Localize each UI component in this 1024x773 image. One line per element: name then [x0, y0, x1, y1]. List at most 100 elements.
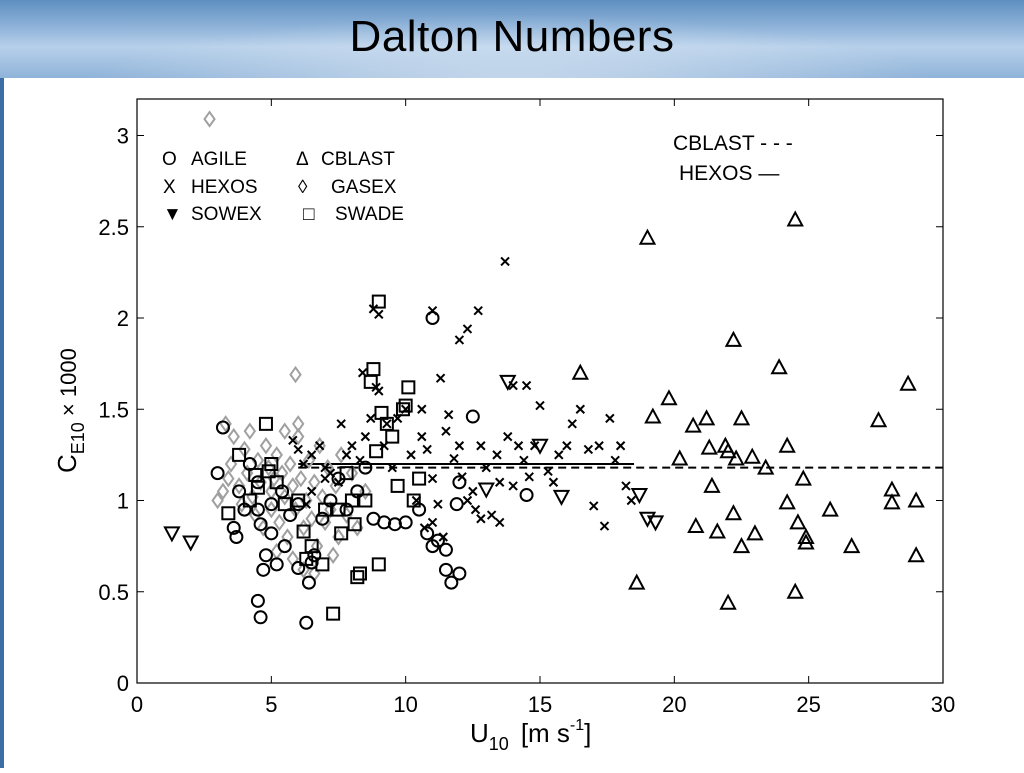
point-agile [256, 562, 271, 577]
point-swade [250, 480, 265, 495]
point-agile [420, 526, 435, 541]
point-agile [264, 497, 279, 512]
point-sowex [552, 489, 571, 506]
point-swade [315, 557, 330, 572]
point-agile [465, 409, 480, 424]
point-hexos [427, 473, 438, 484]
point-hexos [494, 517, 505, 528]
point-gasex [232, 477, 246, 495]
point-hexos [320, 473, 330, 484]
point-agile [229, 530, 244, 544]
point-hexos [433, 499, 443, 509]
point-hexos [443, 410, 454, 420]
point-hexos [427, 305, 438, 316]
point-hexos [336, 419, 346, 429]
point-swade [412, 471, 427, 486]
point-swade [347, 517, 362, 532]
point-hexos [519, 455, 529, 466]
point-sowex [163, 526, 181, 543]
point-hexos [626, 495, 637, 506]
point-agile [307, 548, 322, 563]
point-cblast [684, 416, 702, 433]
point-hexos [306, 486, 317, 497]
point-hexos [543, 466, 553, 477]
point-agile [291, 561, 306, 576]
point-swade [296, 524, 311, 539]
point-gasex [291, 427, 305, 446]
y-tick-label: 0 [117, 671, 129, 696]
point-hexos [524, 472, 534, 482]
point-gasex [265, 500, 278, 519]
y-tick-label: 1 [117, 489, 129, 514]
point-swade [331, 502, 346, 517]
point-cblast [719, 442, 737, 459]
point-swade [318, 502, 333, 517]
x-tick-label: 10 [393, 692, 417, 717]
point-hexos [535, 400, 545, 411]
point-gasex [243, 422, 257, 440]
point-agile [452, 566, 467, 581]
point-hexos [457, 472, 467, 482]
point-hexos [419, 523, 430, 533]
point-cblast [786, 582, 804, 599]
point-gasex [273, 513, 286, 532]
legend-label-hexos: HEXOS [191, 177, 258, 198]
fit-legend: CBLAST - - - HEXOS — [673, 132, 793, 185]
y-axis-label-base: C [52, 454, 82, 473]
point-swade [406, 493, 421, 508]
point-gasex [291, 415, 305, 433]
point-swade [291, 493, 306, 508]
point-swade [398, 398, 413, 413]
point-agile [425, 539, 440, 554]
point-hexos [462, 324, 473, 334]
point-cblast [883, 493, 901, 510]
point-agile [301, 575, 316, 590]
point-cblast [724, 504, 743, 521]
point-cblast [719, 593, 737, 610]
title-bar-shine [0, 0, 1024, 78]
point-swade [242, 493, 257, 508]
point-cblast [797, 527, 815, 544]
point-agile [226, 520, 241, 535]
point-gasex [334, 446, 348, 464]
point-hexos [621, 481, 631, 491]
point-cblast [789, 513, 807, 530]
point-hexos [605, 413, 615, 424]
point-swade [269, 475, 284, 490]
x-axis-label-sup: -1 [570, 717, 584, 734]
point-swade [358, 493, 373, 508]
point-agile [250, 502, 265, 517]
point-swade [232, 447, 247, 462]
x-axis-label-close: ] [584, 718, 591, 748]
legend-label-cblast: CBLAST [321, 149, 395, 170]
point-cblast [727, 449, 745, 466]
y-axis-label-suffix: × 1000 [56, 348, 81, 422]
point-cblast [638, 228, 657, 245]
point-swade [371, 294, 386, 309]
point-hexos [293, 444, 303, 455]
point-cblast [869, 411, 888, 428]
x-axis-label-base: U [470, 718, 489, 748]
point-cblast [786, 210, 804, 227]
marker-legend: O AGILE Δ CBLAST X HEXOS ◊ GASEX ▼ SOWEX… [162, 149, 404, 225]
point-hexos [406, 450, 416, 460]
point-hexos [333, 477, 344, 487]
y-axis-label: CE10 × 1000 [52, 348, 88, 473]
point-hexos [387, 462, 397, 473]
slide-title: Dalton Numbers [349, 12, 675, 61]
point-gasex [251, 451, 265, 470]
x-tick-label: 25 [796, 692, 820, 717]
legend-symbol-swade: □ [303, 204, 315, 225]
point-swade [390, 478, 405, 493]
point-swade [401, 380, 416, 395]
point-cblast [899, 374, 917, 391]
point-gasex [211, 491, 224, 510]
point-hexos [298, 459, 309, 469]
point-cblast [743, 447, 761, 464]
point-sowex [646, 515, 665, 532]
point-gasex [222, 469, 235, 488]
point-hexos [473, 305, 483, 316]
point-cblast [724, 330, 743, 347]
point-gasex [289, 365, 302, 384]
data-points [163, 110, 925, 630]
